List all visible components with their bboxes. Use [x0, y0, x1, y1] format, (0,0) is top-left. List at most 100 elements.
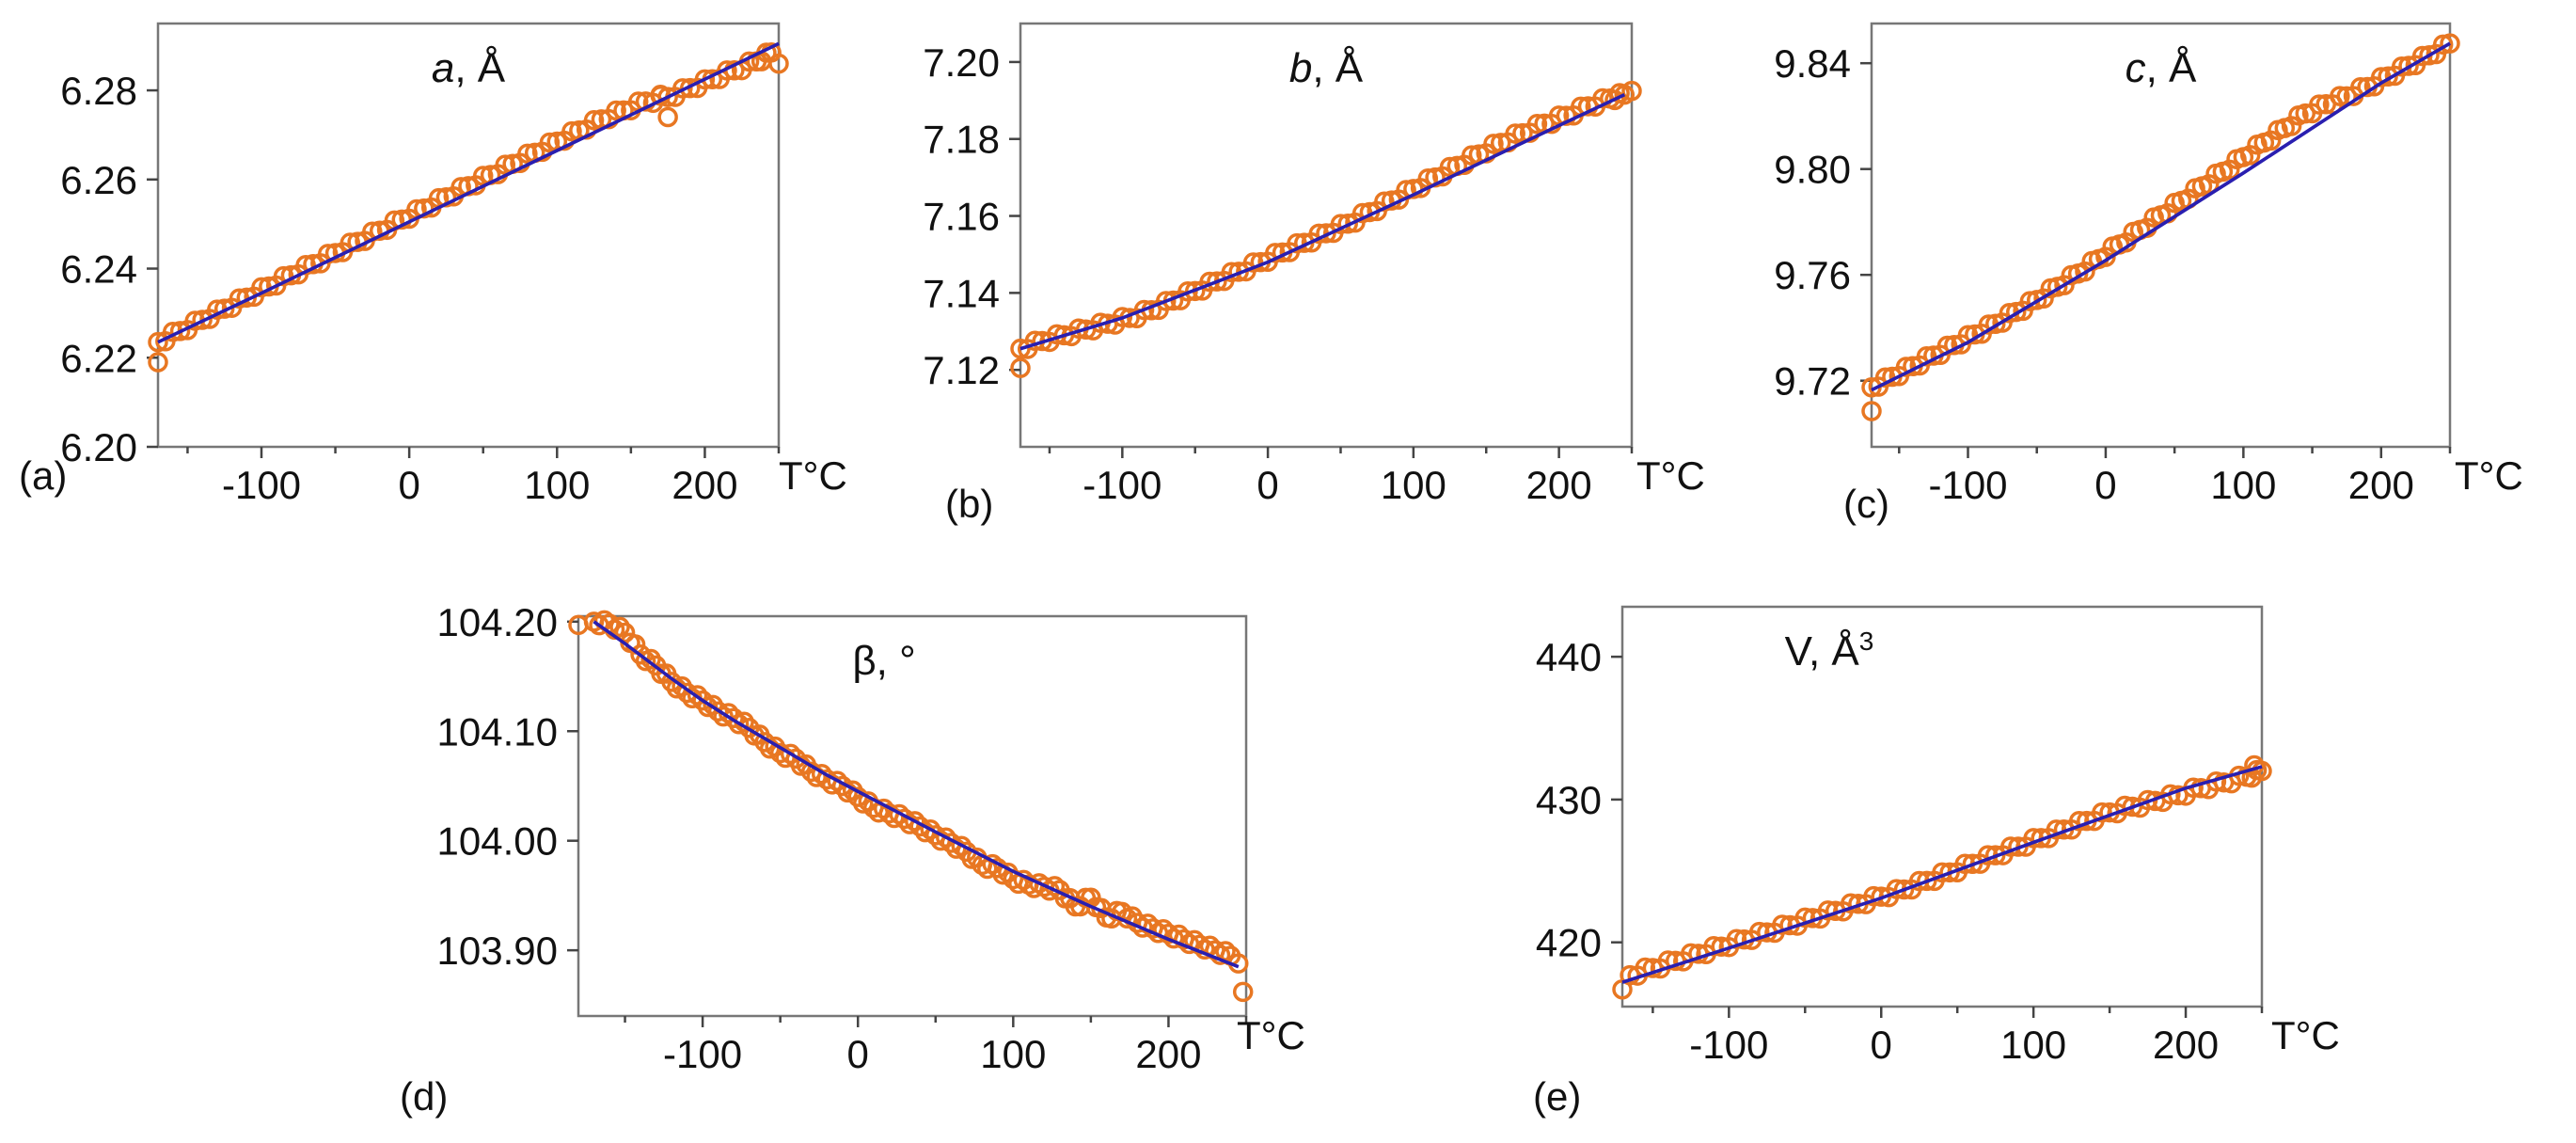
data-point-fill	[920, 819, 941, 840]
data-point	[1490, 133, 1511, 153]
data-point	[2008, 836, 2029, 857]
data-point-fill	[273, 265, 294, 287]
data-point-fill	[1772, 914, 1793, 935]
data-point-fill	[1794, 907, 1816, 929]
data-point-fill	[1483, 134, 1504, 154]
title-rest: V, Å	[1785, 628, 1860, 675]
data-point-fill	[606, 100, 626, 121]
data-point-fill	[936, 827, 956, 849]
data-point-fill	[1726, 929, 1747, 949]
data-point	[1207, 271, 1227, 292]
data-point-fill	[1916, 345, 1937, 367]
fit-line-overlay	[1019, 93, 1626, 351]
chart-panel-b: -100 0 100 200 7.12 7.14 7.16 7.18 7.20 b, Å T°C (b…	[923, 22, 1705, 526]
data-point-fill	[672, 78, 693, 99]
x-tick-label: 100	[2000, 1023, 2066, 1067]
outlier-point	[1621, 80, 1642, 102]
data-point	[2440, 33, 2460, 54]
data-point-fill	[687, 685, 708, 706]
data-point	[192, 310, 213, 330]
fit-line-overlay	[593, 620, 1240, 969]
x-tick-label: 200	[1135, 1032, 1201, 1076]
outlier-point	[1861, 401, 1882, 421]
data-point-fill	[517, 143, 538, 165]
outlier-point	[1010, 357, 1031, 378]
data-point-fill	[717, 60, 737, 81]
data-point	[148, 331, 168, 353]
x-tick-label: -100	[1689, 1023, 1768, 1067]
y-tick-label: 104.00	[437, 819, 558, 864]
data-point-fill	[780, 743, 801, 765]
y-tick-label: 7.18	[923, 118, 1000, 162]
title-italic: a	[432, 45, 454, 91]
data-point-fill	[1112, 307, 1133, 327]
data-point-fill	[2092, 802, 2112, 823]
y-tick-label: 7.20	[923, 40, 1000, 85]
data-point-fill	[1242, 252, 1264, 273]
outlier-point	[657, 106, 678, 128]
panel-label: (c)	[1843, 482, 1889, 526]
data-point-fill	[495, 154, 516, 175]
title-rest: , Å	[1312, 45, 1363, 91]
chart-title: c, Å	[2126, 45, 2197, 91]
data-point	[1984, 845, 2006, 865]
outlier-point	[568, 614, 589, 636]
data-point-fill	[1156, 291, 1177, 311]
title-rest: β, °	[852, 638, 915, 684]
x-tick-label: 0	[1871, 1023, 1892, 1067]
x-tick-label: 200	[2153, 1023, 2219, 1067]
data-point	[1316, 223, 1336, 244]
data-point-fill	[1265, 243, 1286, 263]
data-point-fill	[609, 616, 630, 638]
x-axis-label: T°C	[2455, 453, 2523, 498]
chart-title: b, Å	[1289, 45, 1364, 91]
x-tick-label: 200	[672, 463, 737, 507]
y-tick-label: 420	[1536, 921, 1602, 965]
fit-line-overlay	[1871, 41, 2451, 392]
x-axis-label: T°C	[2271, 1013, 2340, 1057]
data-point-fill	[1439, 156, 1461, 178]
data-point-fill	[583, 110, 605, 131]
y-tick-label: 6.20	[60, 425, 137, 469]
data-point	[679, 77, 701, 99]
data-point	[1184, 280, 1206, 302]
fit-line-overlay	[1621, 765, 2263, 984]
data-point	[1642, 958, 1664, 978]
chart-title: a, Å	[432, 45, 506, 91]
data-point-fill	[694, 69, 716, 90]
title-rest: , Å	[454, 45, 505, 91]
y-tick-label: 9.76	[1774, 253, 1851, 297]
data-point	[1893, 879, 1915, 900]
y-tick-label: 6.26	[60, 158, 137, 202]
chart-panel-e: -100 0 100 200 420 430 440 V, Å3 T°C (e)	[1533, 605, 2340, 1119]
y-tick-label: 430	[1536, 778, 1602, 822]
outlier-point	[768, 53, 789, 74]
y-tick-label: 7.12	[923, 348, 1000, 392]
plot-frame	[1620, 605, 2264, 1008]
y-tick-label: 6.22	[60, 336, 137, 380]
data-point-fill	[1215, 941, 1236, 961]
x-tick-label: 100	[524, 463, 590, 507]
y-tick-label: 9.72	[1774, 359, 1851, 404]
chart-panel-a: -100 0 100 200 6.20 6.22 6.24 6.26 6.28 a, Å T°C (a…	[19, 22, 847, 507]
data-point-fill	[1526, 114, 1548, 135]
y-tick-label: 9.80	[1774, 148, 1851, 192]
y-tick-label: 103.90	[437, 929, 558, 973]
data-point	[2295, 103, 2315, 124]
x-tick-label: 0	[847, 1032, 869, 1076]
data-point-fill	[1505, 123, 1525, 144]
panel-label: (d)	[400, 1074, 448, 1119]
data-point-fill	[1462, 145, 1482, 166]
data-point-fill	[1133, 299, 1155, 321]
title-rest: , Å	[2146, 45, 2197, 91]
data-point-fill	[539, 132, 561, 153]
x-tick-label: 100	[980, 1032, 1046, 1076]
data-point-fill	[2068, 810, 2090, 832]
data-point	[2398, 56, 2419, 76]
y-tick-label: 7.14	[923, 271, 1000, 315]
data-point	[213, 298, 235, 319]
title-italic: c	[2126, 45, 2146, 91]
y-tick-label: 440	[1536, 635, 1602, 679]
data-point-fill	[1817, 900, 1839, 921]
